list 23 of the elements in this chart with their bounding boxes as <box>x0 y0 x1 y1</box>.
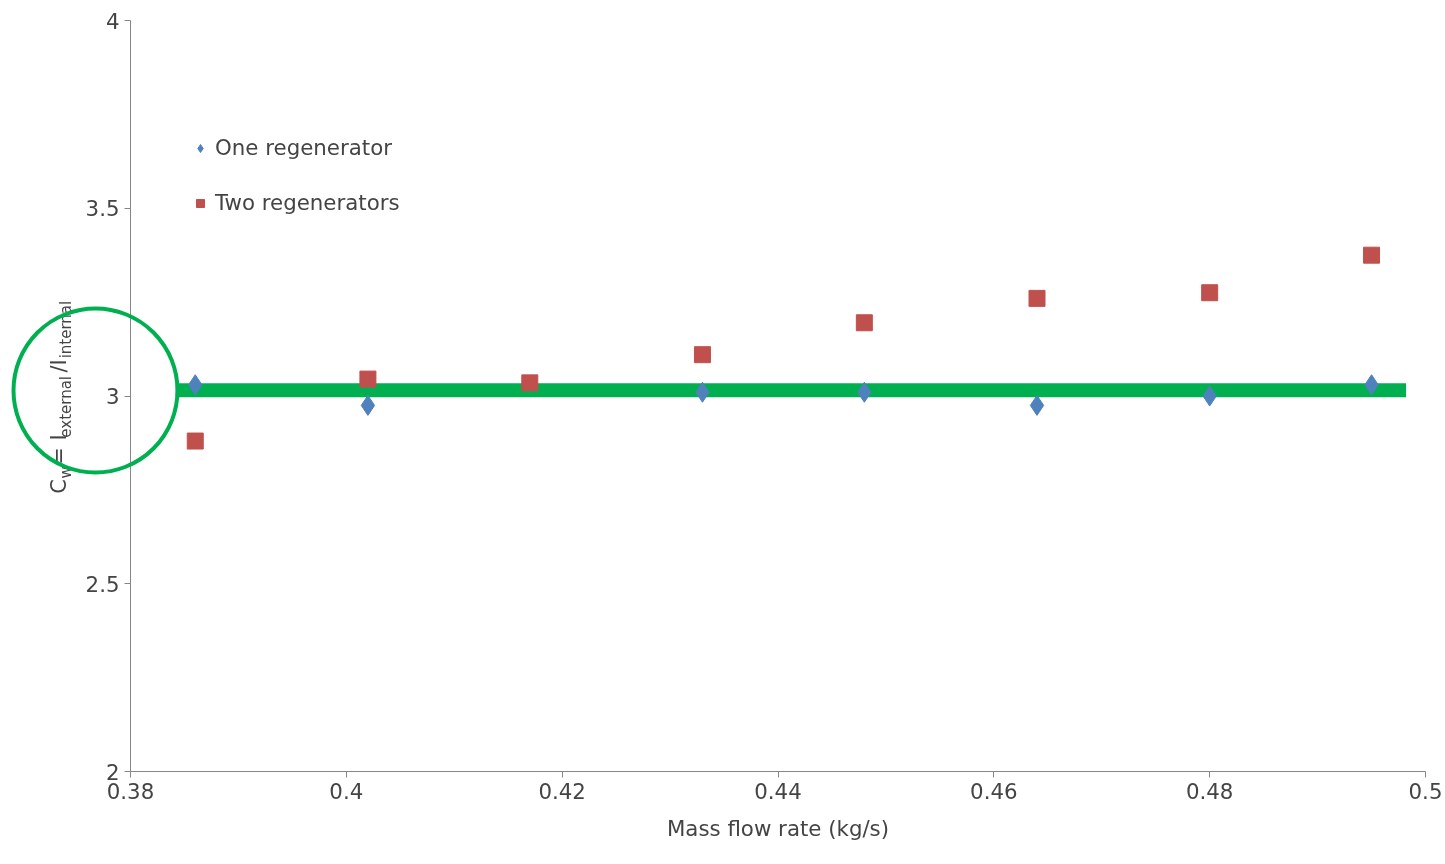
point <box>359 370 377 388</box>
y-tick-label: 4 <box>105 8 120 34</box>
point <box>1201 284 1219 302</box>
x-tick-label: 0.42 <box>538 778 586 804</box>
x-tick-label: 0.5 <box>1408 778 1443 804</box>
point <box>1028 289 1046 307</box>
x-tick-label: 0.48 <box>1185 778 1234 804</box>
y-tick-label: 2.5 <box>85 571 120 597</box>
legend-label: One regenerator <box>215 135 392 160</box>
point <box>855 314 873 332</box>
x-tick-label: 0.44 <box>754 778 802 804</box>
y-tick-label: 3 <box>105 384 120 409</box>
point <box>1363 246 1381 264</box>
x-tick-label: 0.4 <box>329 778 364 804</box>
point <box>693 346 711 364</box>
y-tick-label: 3.5 <box>85 196 120 222</box>
point <box>1029 394 1045 416</box>
x-tick-label: 0.46 <box>970 778 1018 804</box>
point <box>360 394 376 416</box>
point <box>186 432 204 450</box>
x-axis-title: Mass flow rate (kg/s) <box>666 815 890 841</box>
legend-label: Two regenerators <box>215 190 400 215</box>
point <box>521 374 539 392</box>
